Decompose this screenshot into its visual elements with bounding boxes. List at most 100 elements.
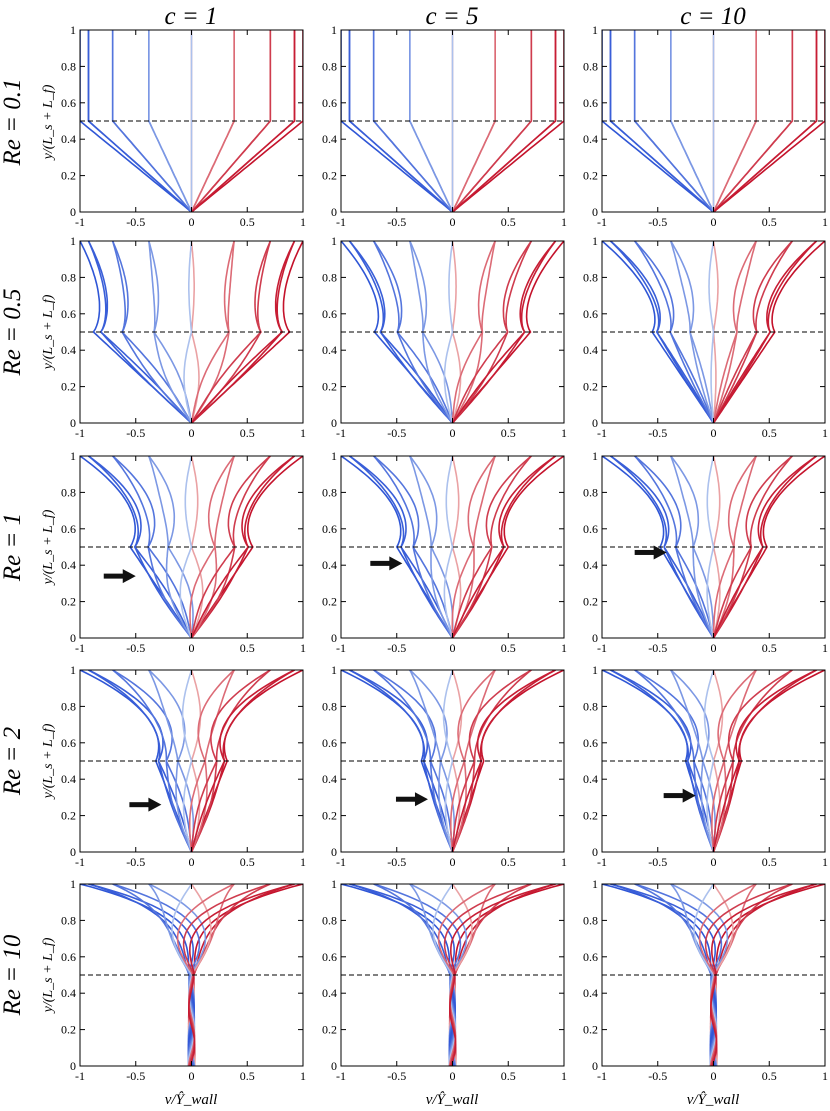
x-tick-label: -1 <box>75 641 85 655</box>
x-tick-label: 0.5 <box>762 215 777 229</box>
x-tick-label: 1 <box>561 215 567 229</box>
y-tick-label: 0.4 <box>61 132 76 146</box>
panel-re10-c10: -1 -0.5 0 0.5 1 0 0.2 0.4 0.6 0.8 1 <box>583 877 828 1083</box>
profile-line <box>712 456 793 638</box>
y-tick-label: 0 <box>592 631 598 645</box>
x-tick-label: 0.5 <box>762 855 777 869</box>
y-tick-label: 0.8 <box>61 270 76 284</box>
x-tick-label: 1 <box>561 1069 567 1083</box>
profile-line <box>451 241 557 423</box>
profile-line <box>80 30 193 212</box>
profile-line <box>183 241 193 423</box>
panel-re0.1-c1: -1 -0.5 0 0.5 1 0 0.2 0.4 0.6 0.8 1 <box>61 23 306 229</box>
x-tick-label: -0.5 <box>126 215 145 229</box>
x-tick-label: 0 <box>189 855 195 869</box>
y-tick-label: 1 <box>592 877 598 891</box>
x-tick-label: -0.5 <box>126 855 145 869</box>
x-tick-label: 1 <box>822 426 828 440</box>
x-tick-label: 1 <box>561 855 567 869</box>
y-tick-label: 0.2 <box>322 1023 337 1037</box>
x-tick-label: 0 <box>450 215 456 229</box>
x-tick-label: 0.5 <box>501 641 516 655</box>
x-tick-label: 0 <box>450 641 456 655</box>
profile-group <box>80 456 303 638</box>
y-tick-label: 0.2 <box>322 380 337 394</box>
x-tick-label: -1 <box>75 1069 85 1083</box>
profile-line <box>602 30 715 212</box>
x-tick-label: -0.5 <box>387 1069 406 1083</box>
y-tick-label: 0.8 <box>583 699 598 713</box>
y-tick-label: 0.4 <box>322 986 337 1000</box>
panel-re10-c5: -1 -0.5 0 0.5 1 0 0.2 0.4 0.6 0.8 1 <box>322 877 567 1083</box>
x-tick-label: 0.5 <box>240 641 255 655</box>
y-tick-label: 0.4 <box>61 772 76 786</box>
x-tick-label: 1 <box>300 1069 306 1083</box>
x-axis-label-col3: v/Ŷ_wall <box>687 1091 740 1108</box>
y-tick-label: 1 <box>331 449 337 463</box>
profile-line <box>451 670 532 852</box>
row-title-re-1: Re = 1 <box>0 513 26 582</box>
profile-line <box>609 241 715 423</box>
y-tick-label: 0.2 <box>583 809 598 823</box>
profile-line <box>179 456 193 638</box>
x-tick-label: -0.5 <box>648 1069 667 1083</box>
profile-line <box>708 241 715 423</box>
x-tick-label: 0.5 <box>762 426 777 440</box>
x-tick-label: -0.5 <box>387 855 406 869</box>
x-tick-label: -0.5 <box>126 1069 145 1083</box>
x-tick-label: -0.5 <box>387 426 406 440</box>
profile-line <box>451 30 533 212</box>
panel-re1-c10: -1 -0.5 0 0.5 1 0 0.2 0.4 0.6 0.8 1 <box>583 449 828 655</box>
x-tick-label: -0.5 <box>648 426 667 440</box>
y-tick-label: 0 <box>70 1059 76 1073</box>
x-tick-label: -1 <box>597 1069 607 1083</box>
profile-line <box>712 30 794 212</box>
x-tick-label: -1 <box>597 215 607 229</box>
y-tick-label: 1 <box>592 234 598 248</box>
y-tick-label: 0 <box>592 845 598 859</box>
profile-line <box>348 241 454 423</box>
annotation-arrow <box>103 569 136 584</box>
y-tick-label: 0.8 <box>583 485 598 499</box>
profile-line <box>712 241 757 423</box>
x-tick-label: 1 <box>561 426 567 440</box>
y-tick-label: 0.2 <box>583 169 598 183</box>
panel-re0.5-c10: -1 -0.5 0 0.5 1 0 0.2 0.4 0.6 0.8 1 <box>583 234 828 440</box>
x-tick-label: -1 <box>597 641 607 655</box>
y-axis-label-row1: y/(L_s + L_f) <box>41 84 56 161</box>
x-tick-label: -0.5 <box>648 855 667 869</box>
y-tick-label: 0.6 <box>322 307 337 321</box>
x-tick-label: 0.5 <box>240 1069 255 1083</box>
profile-line <box>451 30 557 212</box>
annotation-arrow <box>129 797 162 812</box>
y-tick-label: 0.6 <box>322 96 337 110</box>
x-tick-label: -1 <box>336 215 346 229</box>
profile-line <box>610 456 715 638</box>
y-tick-label: 0.8 <box>583 913 598 927</box>
y-tick-label: 1 <box>70 449 76 463</box>
panel-re1-c1: -1 -0.5 0 0.5 1 0 0.2 0.4 0.6 0.8 1 <box>61 449 306 655</box>
y-tick-label: 1 <box>592 23 598 37</box>
x-tick-label: 0.5 <box>762 1069 777 1083</box>
y-tick-label: 0.8 <box>583 270 598 284</box>
y-tick-label: 0.2 <box>61 809 76 823</box>
x-tick-label: 1 <box>300 855 306 869</box>
x-tick-label: -1 <box>75 855 85 869</box>
y-tick-label: 1 <box>331 663 337 677</box>
y-tick-label: 0 <box>70 416 76 430</box>
x-tick-label: 0.5 <box>762 641 777 655</box>
y-tick-label: 0.8 <box>61 699 76 713</box>
y-tick-label: 0 <box>70 205 76 219</box>
y-tick-label: 0.4 <box>61 343 76 357</box>
y-tick-label: 0.2 <box>583 1023 598 1037</box>
panel-re2-c10: -1 -0.5 0 0.5 1 0 0.2 0.4 0.6 0.8 1 <box>583 663 828 869</box>
x-tick-label: -1 <box>336 641 346 655</box>
y-axis-label-row5: y/(L_s + L_f) <box>41 937 56 1014</box>
y-tick-label: 0.6 <box>61 307 76 321</box>
x-tick-label: 0.5 <box>501 1069 516 1083</box>
profile-line <box>712 30 818 212</box>
y-tick-label: 0 <box>331 205 337 219</box>
y-tick-label: 0.8 <box>322 913 337 927</box>
y-tick-label: 0.2 <box>61 169 76 183</box>
